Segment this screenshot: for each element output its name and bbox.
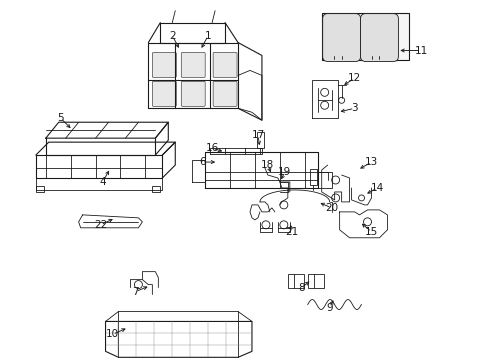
Text: 13: 13 [364,157,377,167]
Text: 20: 20 [325,203,338,213]
Bar [321,13,408,60]
Text: 22: 22 [94,220,107,230]
Text: 1: 1 [204,31,211,41]
Text: 9: 9 [325,302,332,312]
Bar [287,274,303,288]
Bar [307,274,323,288]
FancyBboxPatch shape [213,81,237,106]
FancyBboxPatch shape [360,14,398,62]
Text: 11: 11 [414,45,427,55]
FancyBboxPatch shape [322,14,360,62]
Text: 14: 14 [370,183,384,193]
Bar [36,186,44,192]
Text: 8: 8 [298,283,305,293]
Text: 5: 5 [57,113,64,123]
FancyBboxPatch shape [213,53,237,77]
Text: 3: 3 [350,103,357,113]
Text: 4: 4 [99,177,105,187]
FancyBboxPatch shape [181,81,205,106]
Text: 19: 19 [278,167,291,177]
Text: 6: 6 [199,157,205,167]
FancyBboxPatch shape [152,53,176,77]
Text: 21: 21 [285,227,298,237]
Bar [152,186,160,192]
FancyBboxPatch shape [181,53,205,77]
Text: 16: 16 [205,143,218,153]
Text: 12: 12 [347,73,361,84]
Text: 10: 10 [106,329,119,339]
Text: 2: 2 [169,31,175,41]
Text: 15: 15 [364,227,377,237]
Text: 17: 17 [251,130,264,140]
FancyBboxPatch shape [152,81,176,106]
Text: 7: 7 [132,287,139,297]
Bar [309,169,316,185]
Text: 18: 18 [261,160,274,170]
Bar [256,132,264,148]
